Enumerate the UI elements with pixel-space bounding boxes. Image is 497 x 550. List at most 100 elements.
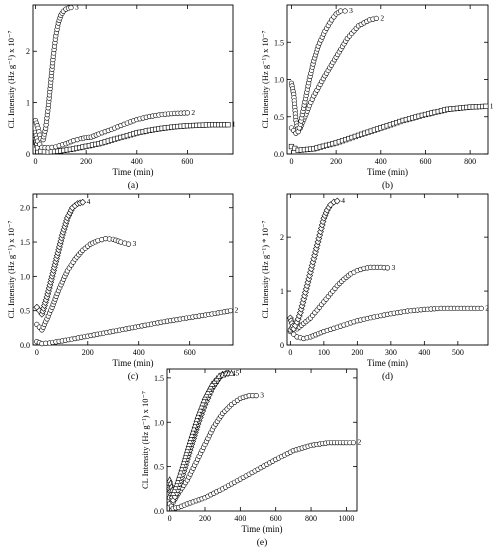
series-2: 2 — [34, 306, 238, 347]
data-point — [253, 393, 259, 399]
data-point — [79, 198, 87, 206]
series-2: 2 — [287, 303, 489, 342]
data-point — [193, 415, 201, 422]
data-point — [169, 489, 177, 496]
series-label: 1 — [490, 101, 494, 110]
x-tick-label: 600 — [184, 348, 196, 357]
data-point — [227, 308, 234, 314]
y-tick-label: 0.0 — [274, 150, 284, 159]
data-point — [305, 275, 313, 283]
series-5: 5 — [166, 368, 240, 496]
y-tick-label: 0.5 — [20, 307, 30, 316]
x-tick-label: 0 — [288, 348, 292, 357]
data-point — [198, 403, 205, 410]
data-point — [373, 15, 379, 22]
data-point — [125, 241, 132, 247]
data-point — [304, 278, 312, 286]
panel-b: 0 200 400 600 800 0.0 0.5 1.0 1.5 Time (min) CL In… — [260, 4, 494, 191]
data-point — [176, 471, 184, 478]
y-tick-label: 2 — [26, 47, 30, 56]
plot-frame — [32, 4, 234, 155]
y-tick-label: 0.0 — [20, 341, 30, 350]
data-point — [171, 486, 178, 493]
x-tick-label: 400 — [234, 514, 246, 523]
panel-a: 0 200 400 600 0 1 2 Time (min) CL Intensity (Hz … — [6, 3, 236, 191]
panel-label: (c) — [128, 371, 139, 382]
data-point — [297, 305, 305, 313]
series-label: 2 — [191, 108, 195, 117]
data-point — [333, 197, 341, 205]
data-point — [179, 461, 187, 468]
x-axis-label: Time (min) — [367, 167, 408, 177]
series-2: 2 — [32, 108, 195, 151]
data-point — [310, 255, 318, 263]
x-tick-label: 600 — [270, 514, 282, 523]
data-point — [178, 464, 186, 472]
plot-frame — [166, 368, 358, 512]
panel-c: 0 200 400 600 0.0 0.5 1.0 1.5 2.0 Time (min) CL In… — [6, 193, 238, 382]
series-label: 4 — [87, 197, 91, 206]
x-tick-label: 300 — [385, 348, 397, 357]
data-point — [181, 455, 188, 462]
data-point — [68, 4, 74, 11]
data-point — [342, 8, 348, 14]
data-point — [182, 452, 189, 459]
series-label: 1 — [232, 120, 236, 129]
x-axis-label: Time (min) — [113, 167, 154, 177]
series-3: 3 — [167, 391, 264, 505]
series-label: 3 — [392, 263, 396, 272]
series-2: 2 — [167, 438, 361, 511]
y-tick-label: 2.0 — [20, 204, 30, 213]
data-point — [184, 110, 191, 116]
data-point — [186, 437, 194, 444]
data-point — [296, 309, 304, 317]
data-point — [183, 449, 190, 456]
data-point — [180, 458, 188, 465]
x-tick-label: 1000 — [338, 514, 354, 523]
data-point — [318, 221, 326, 229]
y-axis-label: CL Intensity (Hz g⁻¹) x 10⁻⁷ — [260, 30, 270, 128]
data-point — [188, 431, 196, 438]
x-tick-label: 400 — [131, 157, 143, 166]
y-tick-label: 0.5 — [274, 113, 284, 122]
data-point — [189, 428, 197, 435]
x-axis-label: Time (min) — [367, 358, 408, 368]
data-point — [312, 248, 319, 256]
x-tick-label: 800 — [464, 157, 476, 166]
series-label: 2 — [380, 13, 384, 22]
data-point — [302, 289, 309, 296]
plot-frame — [286, 4, 489, 155]
y-tick-label: 0 — [280, 341, 284, 350]
data-point — [197, 406, 204, 413]
data-point — [172, 483, 179, 490]
x-tick-label: 400 — [133, 348, 145, 357]
x-tick-label: 0 — [34, 157, 38, 166]
series-2: 2 — [288, 13, 384, 136]
data-point — [199, 399, 206, 407]
data-point — [184, 443, 192, 450]
data-point — [313, 241, 321, 249]
x-tick-label: 600 — [181, 157, 193, 166]
y-tick-label: 0.5 — [154, 463, 164, 472]
y-tick-label: 1.5 — [274, 38, 284, 47]
panel-d: 0 100 200 300 400 500 0 1 2 Time (min) CL Intensit… — [260, 193, 489, 382]
data-point — [483, 103, 489, 109]
series-label: 2 — [357, 438, 361, 447]
data-point — [192, 418, 200, 425]
plot-frame — [286, 193, 489, 346]
data-point — [173, 480, 180, 487]
series-4: 4 — [33, 197, 91, 318]
series-label: 2 — [234, 306, 238, 315]
y-tick-label: 1.0 — [20, 272, 30, 281]
y-tick-label: 2 — [280, 233, 284, 242]
x-axis-label: Time (min) — [113, 358, 154, 368]
panel-label: (a) — [128, 180, 139, 191]
x-tick-label: 200 — [199, 514, 211, 523]
x-tick-label: 400 — [375, 157, 387, 166]
series-label: 2 — [485, 303, 489, 312]
x-axis-label: Time (min) — [242, 524, 283, 534]
series-3: 3 — [34, 236, 137, 333]
panel-label: (d) — [382, 371, 393, 382]
data-point — [312, 245, 320, 253]
